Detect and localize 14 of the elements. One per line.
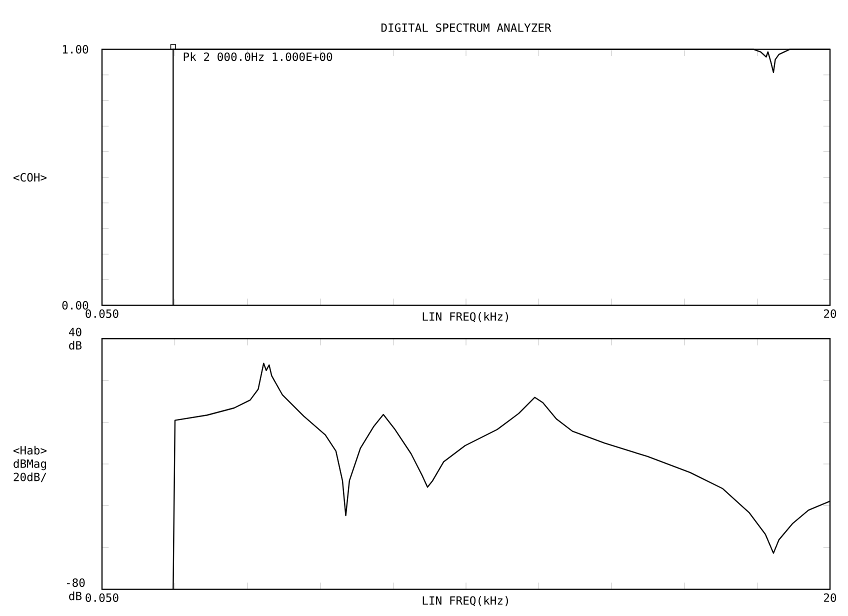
- x-tick-label: 20: [824, 593, 836, 602]
- x-axis-title: LIN FREQ(kHz): [422, 312, 508, 322]
- y-tick-label: 1.00: [62, 45, 88, 54]
- y-axis-title: <COH>: [13, 173, 47, 182]
- y-tick-label: -80 dB: [66, 578, 85, 600]
- y-tick-label: 40 dB: [68, 328, 82, 350]
- x-axis-title: LIN FREQ(kHz): [422, 596, 508, 606]
- chart-title: DIGITAL SPECTRUM ANALYZER: [381, 23, 552, 32]
- x-tick-label: 20: [824, 309, 836, 318]
- y-tick-label: 0.00: [62, 301, 88, 310]
- y-axis-title: <Hab> dBMag 20dB/: [13, 446, 47, 482]
- x-tick-label: 0.050: [86, 593, 118, 602]
- annotation: Pk 2 000.0Hz 1.000E+00: [184, 52, 332, 62]
- x-tick-label: 0.050: [86, 309, 118, 318]
